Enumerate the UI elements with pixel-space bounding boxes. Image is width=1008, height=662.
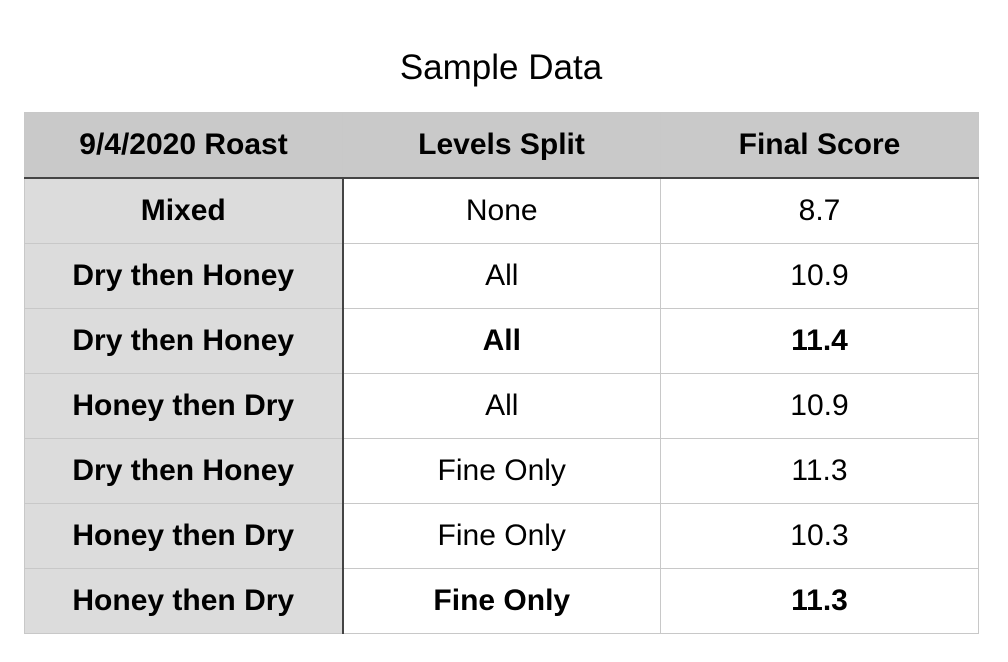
cell-levels-split: All xyxy=(342,373,661,439)
table-row: Dry then Honey All 10.9 xyxy=(24,243,979,309)
cell-final-score: 10.9 xyxy=(660,243,979,309)
header-row: 9/4/2020 Roast Levels Split Final Score xyxy=(24,112,979,179)
table-row: Mixed None 8.7 xyxy=(24,177,979,244)
cell-levels-split: Fine Only xyxy=(342,568,661,634)
table-title: Sample Data xyxy=(399,48,603,87)
table-body: Mixed None 8.7 Dry then Honey All 10.9 Dry the… xyxy=(24,177,979,634)
cell-roast: Dry then Honey xyxy=(24,438,344,504)
column-header-final-score: Final Score xyxy=(660,112,979,179)
cell-final-score: 10.3 xyxy=(660,503,979,569)
cell-levels-split: All xyxy=(342,308,661,374)
cell-final-score: 10.9 xyxy=(660,373,979,439)
cell-final-score: 11.4 xyxy=(660,308,979,374)
cell-roast: Honey then Dry xyxy=(24,568,344,634)
cell-roast: Honey then Dry xyxy=(24,503,344,569)
table-row: Honey then Dry Fine Only 10.3 xyxy=(24,503,979,569)
cell-roast: Mixed xyxy=(24,177,344,244)
cell-roast: Dry then Honey xyxy=(24,243,344,309)
cell-roast: Dry then Honey xyxy=(24,308,344,374)
table-row: Honey then Dry Fine Only 11.3 xyxy=(24,568,979,634)
sample-data-table: 9/4/2020 Roast Levels Split Final Score … xyxy=(24,112,979,634)
table-row: Honey then Dry All 10.9 xyxy=(24,373,979,439)
column-header-levels-split: Levels Split xyxy=(342,112,661,179)
cell-levels-split: None xyxy=(342,177,661,244)
cell-levels-split: Fine Only xyxy=(342,503,661,569)
table-row: Dry then Honey Fine Only 11.3 xyxy=(24,438,979,504)
cell-levels-split: All xyxy=(342,243,661,309)
column-header-roast: 9/4/2020 Roast xyxy=(24,112,343,179)
cell-final-score: 11.3 xyxy=(660,568,979,634)
cell-levels-split: Fine Only xyxy=(342,438,661,504)
cell-final-score: 11.3 xyxy=(660,438,979,504)
cell-roast: Honey then Dry xyxy=(24,373,344,439)
table-row: Dry then Honey All 11.4 xyxy=(24,308,979,374)
cell-final-score: 8.7 xyxy=(660,177,979,244)
